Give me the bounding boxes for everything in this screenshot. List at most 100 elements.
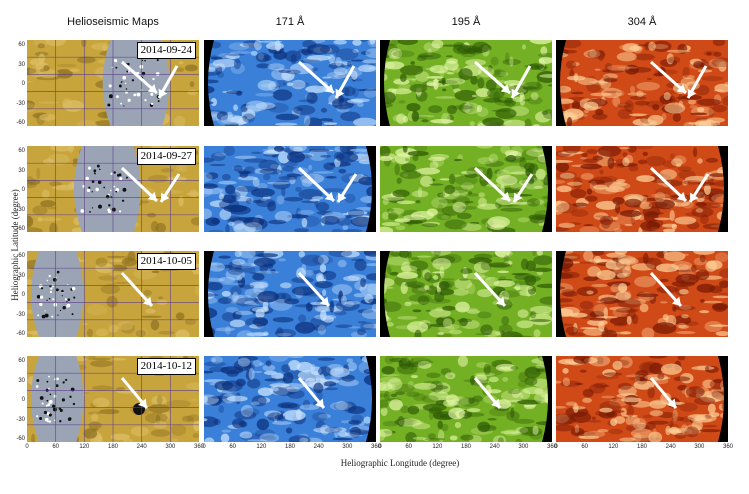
x-tick-label: 60 <box>581 444 588 450</box>
texture-patch <box>32 205 48 216</box>
texture-patch <box>185 382 199 391</box>
texture-patch <box>257 290 280 303</box>
texture-patch <box>589 49 597 58</box>
texture-patch <box>221 194 237 204</box>
texture-patch <box>335 300 360 312</box>
texture-patch <box>362 323 376 329</box>
texture-patch <box>235 185 248 198</box>
texture-patch <box>690 264 697 273</box>
texture-patch <box>456 212 472 220</box>
texture-patch <box>473 261 491 274</box>
texture-patch <box>612 308 628 318</box>
texture-patch <box>579 300 594 310</box>
texture-patch <box>603 372 623 376</box>
texture-patch <box>346 358 354 363</box>
texture-patch <box>472 395 483 402</box>
texture-patch <box>580 327 598 330</box>
texture-patch <box>636 81 660 91</box>
magnetic-element <box>122 75 127 80</box>
texture-patch <box>534 392 551 404</box>
texture-patch <box>533 185 544 189</box>
texture-patch <box>223 146 235 156</box>
texture-patch <box>204 277 225 282</box>
texture-patch <box>209 163 226 167</box>
texture-patch <box>457 318 473 323</box>
texture-patch <box>148 403 170 414</box>
texture-patch <box>703 50 719 57</box>
texture-patch <box>307 55 331 61</box>
texture-patch <box>659 169 678 180</box>
texture-patch <box>320 107 328 113</box>
texture-patch <box>409 83 428 93</box>
texture-patch <box>160 410 171 421</box>
texture-patch <box>583 276 599 282</box>
texture-patch <box>674 432 687 440</box>
texture-patch <box>37 43 46 49</box>
magnetic-element <box>67 417 72 421</box>
texture-patch <box>276 332 292 337</box>
texture-patch <box>257 79 276 91</box>
texture-patch <box>399 357 411 370</box>
texture-patch <box>485 219 507 230</box>
texture-patch <box>380 399 389 409</box>
texture-patch <box>444 77 466 85</box>
texture-patch <box>635 116 643 119</box>
texture-patch <box>255 92 275 97</box>
texture-patch <box>346 210 368 216</box>
texture-patch <box>285 427 293 434</box>
texture-patch <box>696 98 721 106</box>
texture-patch <box>704 414 712 420</box>
texture-patch <box>637 44 649 47</box>
texture-patch <box>380 428 393 437</box>
texture-patch <box>578 435 600 440</box>
texture-patch <box>381 221 401 227</box>
magnetogram-region <box>31 251 84 337</box>
texture-patch <box>27 100 35 110</box>
texture-patch <box>301 218 308 228</box>
texture-patch <box>593 184 608 190</box>
texture-patch <box>396 177 402 184</box>
texture-patch <box>613 266 631 277</box>
texture-patch <box>452 201 467 213</box>
texture-patch <box>314 280 333 289</box>
texture-patch <box>477 311 492 319</box>
magnetic-element <box>70 387 75 392</box>
texture-patch <box>480 324 493 336</box>
texture-patch <box>634 276 657 288</box>
texture-patch <box>363 251 376 257</box>
magnetic-element <box>61 295 63 297</box>
texture-patch <box>434 291 445 303</box>
texture-patch <box>492 69 507 78</box>
y-tick-label: -60 <box>16 436 25 442</box>
texture-patch <box>204 183 218 189</box>
texture-patch <box>388 399 403 411</box>
texture-patch <box>524 376 538 386</box>
texture-patch <box>338 430 348 437</box>
texture-patch <box>269 356 289 362</box>
texture-patch <box>488 153 499 163</box>
texture-patch <box>388 47 403 60</box>
magnetic-element <box>59 408 63 412</box>
texture-patch <box>365 48 376 59</box>
texture-patch <box>318 413 331 419</box>
texture-patch <box>293 228 310 232</box>
texture-patch <box>381 374 400 377</box>
texture-patch <box>672 409 678 422</box>
texture-patch <box>693 251 715 255</box>
texture-patch <box>625 374 644 378</box>
texture-patch <box>204 370 214 374</box>
magnetic-element <box>49 393 52 396</box>
texture-patch <box>630 435 654 442</box>
texture-patch <box>282 372 294 385</box>
texture-patch <box>280 282 292 289</box>
magnetic-element <box>48 399 53 404</box>
texture-patch <box>522 81 543 92</box>
texture-patch <box>466 309 480 314</box>
texture-patch <box>403 173 408 177</box>
texture-patch <box>351 70 358 80</box>
magnetic-element <box>131 79 135 82</box>
texture-patch <box>566 116 573 126</box>
texture-patch <box>277 402 298 409</box>
texture-patch <box>519 426 533 435</box>
texture-patch <box>27 67 37 75</box>
